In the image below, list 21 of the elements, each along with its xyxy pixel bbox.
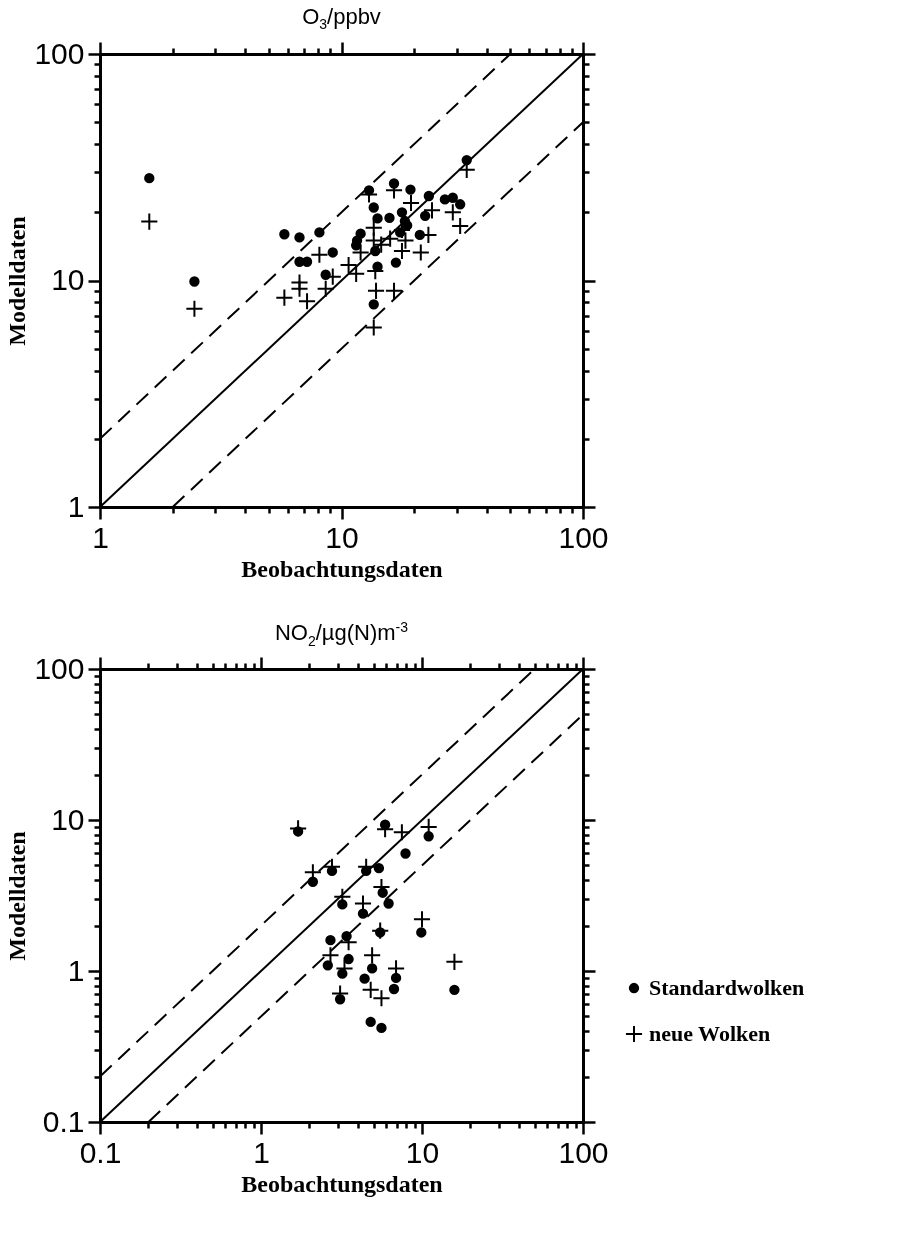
- y-tick-label: 100: [34, 36, 85, 70]
- y-tick-label: 10: [51, 263, 85, 296]
- x-axis-title: Beobachtungsdaten: [241, 1170, 443, 1197]
- x-tick-label: 1: [253, 1135, 270, 1169]
- x-tick-label: 100: [558, 520, 609, 554]
- legend-label: Standardwolken: [649, 975, 805, 1001]
- y-tick-label: 1: [67, 489, 85, 523]
- y-tick-label: 10: [51, 802, 85, 836]
- x-tick-label: 100: [558, 1135, 609, 1169]
- y-tick-label: 1: [67, 953, 85, 987]
- x-tick-label: 1: [92, 520, 109, 554]
- legend-label: neue Wolken: [649, 1021, 771, 1047]
- y-tick-label: 0.1: [42, 1104, 85, 1138]
- y-axis-title: Modelldaten: [4, 831, 31, 961]
- x-axis-title: Beobachtungsdaten: [241, 555, 443, 582]
- x-tick-label: 10: [405, 1135, 440, 1169]
- y-tick-label: 100: [34, 651, 85, 685]
- chart-title: NO$_{2}$/µg(N)m$^{-3}$: [273, 619, 410, 649]
- chart-title: O$_{3}$/ppbv: [301, 4, 382, 33]
- y-axis-title: Modelldaten: [4, 216, 31, 346]
- x-tick-label: 10: [325, 520, 359, 554]
